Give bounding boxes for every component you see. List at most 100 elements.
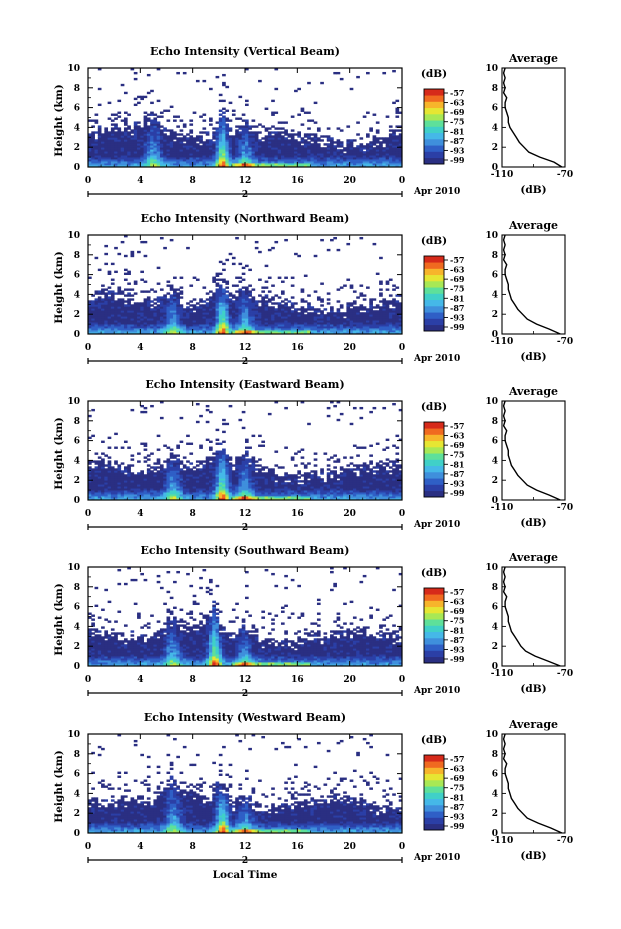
echo-cell	[202, 312, 207, 315]
echo-cell	[261, 157, 266, 160]
echo-cell	[114, 246, 118, 250]
echo-cell	[209, 306, 213, 309]
echo-cell	[179, 470, 184, 473]
echo-cell	[156, 123, 161, 126]
echo-cell	[159, 298, 164, 301]
echo-cell	[225, 454, 230, 457]
echo-cell	[238, 480, 243, 483]
echo-cell	[398, 111, 403, 114]
echo-cell	[101, 163, 105, 166]
echo-cell	[245, 304, 249, 307]
echo-cell	[88, 460, 92, 463]
echo-cell	[320, 318, 324, 321]
echo-cell	[215, 330, 220, 333]
echo-cell	[375, 326, 380, 329]
colorbar-swatch	[424, 89, 444, 96]
echo-cell	[189, 141, 194, 144]
echo-cell	[91, 486, 95, 489]
echo-cell	[123, 268, 128, 272]
echo-cell	[248, 498, 252, 501]
echo-cell	[123, 149, 128, 152]
echo-cell	[385, 314, 390, 317]
echo-cell	[251, 308, 256, 311]
echo-cell	[316, 324, 321, 327]
echo-cell	[94, 462, 99, 465]
echo-cell	[245, 460, 249, 463]
echo-cell	[392, 135, 396, 138]
echo-cell	[88, 414, 92, 418]
echo-cell	[104, 244, 109, 248]
echo-cell	[94, 474, 99, 477]
echo-cell	[127, 294, 131, 297]
chart-panel: Echo Intensity (Northward Beam)0246810He…	[53, 212, 573, 367]
average-y-tick-label: 6	[492, 271, 498, 281]
echo-cell	[258, 498, 262, 501]
echo-cell	[133, 123, 138, 126]
echo-cell	[120, 330, 125, 333]
echo-cell	[215, 488, 220, 491]
echo-cell	[300, 159, 305, 162]
echo-cell	[140, 330, 144, 333]
echo-cell	[205, 143, 210, 146]
echo-cell	[117, 482, 122, 485]
echo-cell	[310, 308, 315, 311]
echo-cell	[189, 149, 194, 152]
echo-cell	[205, 498, 210, 501]
echo-cell	[97, 466, 102, 469]
echo-cell	[366, 312, 370, 315]
echo-cell	[156, 480, 161, 483]
echo-cell	[137, 494, 141, 497]
echo-cell	[209, 440, 213, 443]
echo-cell	[267, 322, 272, 325]
echo-cell	[88, 496, 92, 499]
echo-cell	[372, 332, 377, 335]
echo-cell	[330, 157, 334, 160]
echo-cell	[274, 139, 279, 142]
echo-cell	[179, 482, 184, 485]
echo-cell	[140, 310, 144, 313]
echo-cell	[356, 322, 360, 325]
echo-cell	[245, 149, 249, 152]
echo-cell	[372, 139, 377, 142]
echo-cell	[228, 298, 233, 301]
echo-cell	[202, 304, 207, 307]
echo-cell	[258, 458, 262, 461]
echo-cell	[88, 143, 92, 146]
echo-cell	[176, 462, 180, 465]
echo-cell	[369, 149, 373, 152]
echo-cell	[173, 476, 177, 479]
echo-cell	[120, 298, 125, 301]
echo-cell	[199, 490, 203, 493]
echo-cell	[101, 302, 105, 305]
echo-cell	[156, 330, 161, 333]
echo-cell	[375, 129, 380, 132]
echo-cell	[336, 139, 341, 142]
echo-cell	[88, 492, 92, 495]
echo-cell	[294, 312, 298, 315]
echo-cell	[104, 328, 109, 331]
echo-cell	[182, 322, 187, 325]
echo-cell	[192, 332, 197, 335]
echo-cell	[133, 282, 138, 285]
echo-cell	[186, 246, 190, 250]
echo-cell	[199, 316, 203, 319]
echo-cell	[107, 464, 112, 467]
echo-cell	[267, 324, 272, 327]
echo-cell	[307, 328, 311, 331]
echo-cell	[205, 310, 210, 313]
echo-cell	[97, 318, 102, 321]
echo-cell	[199, 165, 203, 168]
echo-cell	[91, 165, 95, 168]
echo-cell	[231, 498, 236, 501]
echo-cell	[146, 316, 151, 319]
echo-cell	[179, 316, 184, 319]
echo-cell	[212, 159, 216, 162]
echo-cell	[258, 153, 262, 156]
echo-cell	[264, 324, 269, 327]
average-x-tick-label: -70	[557, 170, 573, 180]
echo-cell	[91, 155, 95, 158]
echo-cell	[218, 302, 223, 305]
echo-cell	[385, 163, 390, 166]
echo-cell	[313, 312, 318, 315]
echo-cell	[277, 137, 282, 140]
